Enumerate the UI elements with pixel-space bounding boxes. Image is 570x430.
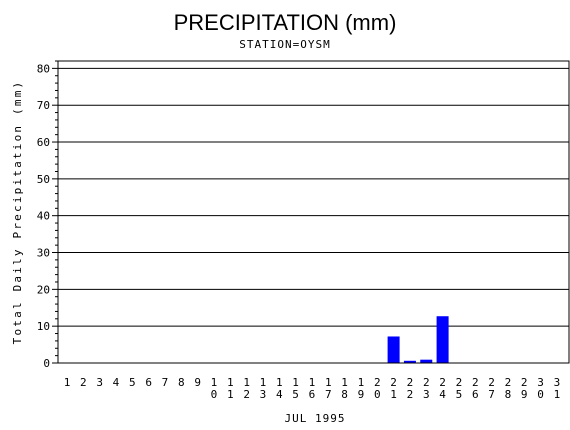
y-tick-label: 60 bbox=[37, 136, 50, 149]
bar-day-21 bbox=[387, 336, 400, 363]
x-tick-label: 4 bbox=[113, 376, 120, 389]
y-axis: 0 10 20 30 40 50 60 70 80 bbox=[37, 60, 58, 370]
y-axis-label: Total Daily Precipitation (mm) bbox=[11, 80, 24, 345]
y-tick-label: 80 bbox=[37, 62, 50, 75]
x-tick-label: 9 bbox=[194, 376, 201, 389]
bar-day-22 bbox=[403, 360, 416, 363]
x-axis: 1 2 3 4 5 6 7 8 9 1 01 11 21 31 41 51 61 71 81 92 02 12 22 32 42… bbox=[64, 376, 561, 401]
chart-subtitle: STATION=OYSM bbox=[239, 38, 330, 51]
x-axis-label: JUL 1995 bbox=[285, 412, 346, 425]
plot-frame bbox=[57, 60, 570, 364]
x-tick-label: 6 bbox=[145, 376, 152, 389]
y-tick-label: 50 bbox=[37, 173, 50, 186]
y-tick-label: 30 bbox=[37, 247, 50, 260]
x-tick-label: 3 bbox=[96, 376, 103, 389]
x-tick-label: 7 bbox=[162, 376, 169, 389]
bars bbox=[387, 316, 449, 363]
x-tick-label: 2 bbox=[80, 376, 87, 389]
y-tick-label: 70 bbox=[37, 99, 50, 112]
y-tick-label: 40 bbox=[37, 210, 50, 223]
bar-day-24 bbox=[436, 316, 449, 363]
y-tick-label: 20 bbox=[37, 283, 50, 296]
x-tick-label: 5 bbox=[129, 376, 136, 389]
chart-title: PRECIPITATION (mm) bbox=[174, 10, 397, 35]
x-tick-label: 8 bbox=[178, 376, 185, 389]
x-tick-label: 1 bbox=[64, 376, 71, 389]
y-tick-label: 0 bbox=[43, 357, 50, 370]
bar-day-23 bbox=[420, 359, 433, 363]
y-tick-label: 10 bbox=[37, 320, 50, 333]
gridlines bbox=[58, 67, 569, 327]
